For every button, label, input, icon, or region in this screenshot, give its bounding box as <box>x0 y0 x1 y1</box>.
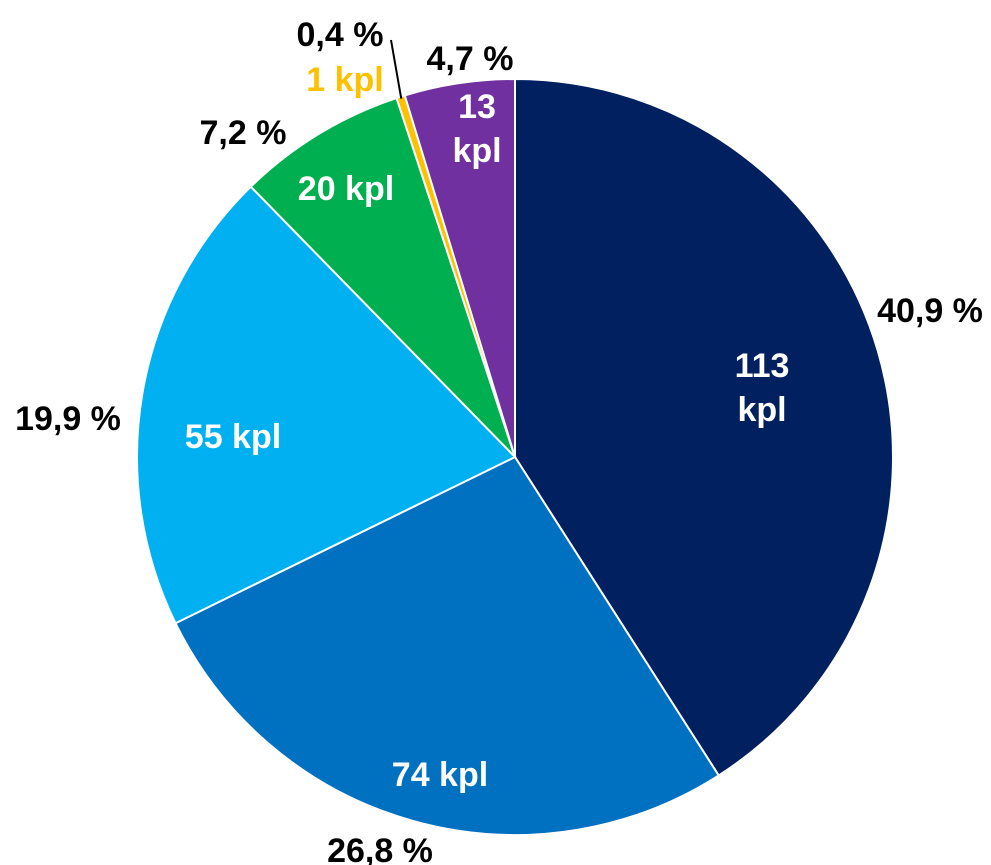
slice-percent-label: 0,4 % <box>297 16 384 54</box>
slice-percent-label: 26,8 % <box>327 832 433 865</box>
leader-lines <box>390 39 403 99</box>
slice-count-label: 1 kpl <box>306 61 383 99</box>
slice-count-label: 74 kpl <box>392 756 488 794</box>
pie-slice-55-kpl <box>136 185 517 625</box>
slice-percent-label: 4,7 % <box>427 40 514 78</box>
leader-line <box>390 39 403 99</box>
slice-percent-label: 7,2 % <box>200 114 287 152</box>
pie-slice-113-kpl <box>514 77 894 777</box>
pie-labels: 113 kpl 40,9 % 74 kpl 26,8 % 55 kpl 19,9 % 20 k… <box>15 16 983 865</box>
pie-slice-13-kpl <box>403 77 516 458</box>
slice-percent-label: 19,9 % <box>15 400 121 438</box>
slice-percent-label: 40,9 % <box>877 292 983 330</box>
pie-slice-20-kpl <box>249 96 516 458</box>
pie-slices <box>136 77 894 836</box>
slice-count-label: 13 kpl <box>452 88 501 170</box>
pie-slice-74-kpl <box>174 455 721 836</box>
slice-count-label: 113 kpl <box>735 347 790 429</box>
slice-count-label: 20 kpl <box>298 170 394 208</box>
slice-count-label: 55 kpl <box>185 418 281 456</box>
